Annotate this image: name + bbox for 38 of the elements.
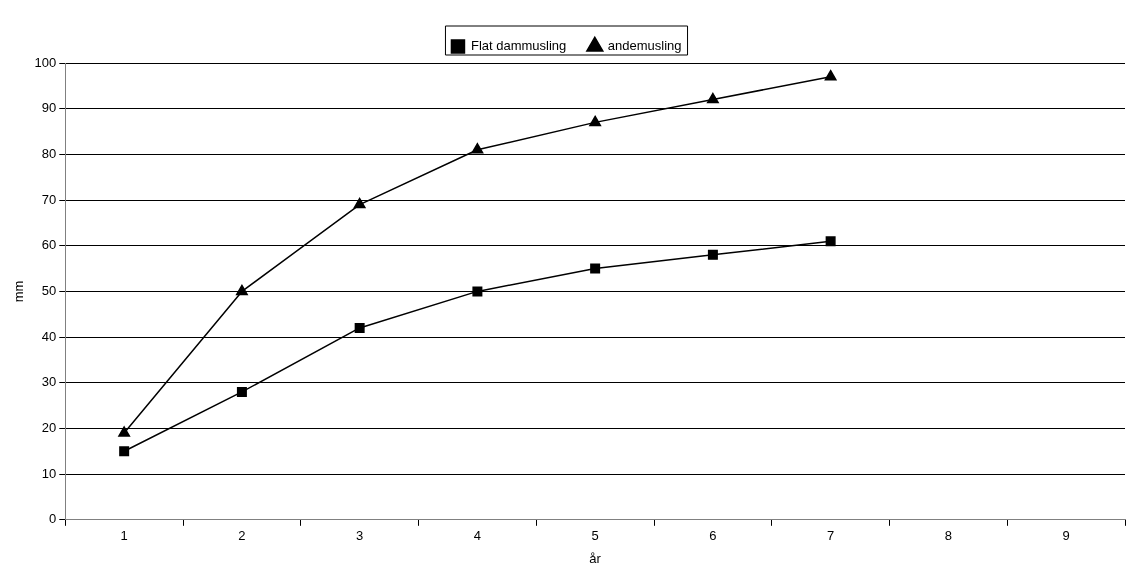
point bbox=[354, 322, 365, 333]
legend-label: Flat dammusling bbox=[470, 38, 567, 54]
y-tick-label: 20 bbox=[41, 420, 57, 436]
point bbox=[707, 249, 718, 260]
y-axis-title: mm bbox=[11, 280, 27, 303]
point bbox=[590, 263, 601, 274]
y-tick-label: 80 bbox=[41, 145, 57, 161]
point bbox=[235, 284, 248, 296]
x-tick-label: 4 bbox=[473, 528, 482, 544]
y-tick-label: 10 bbox=[41, 465, 57, 481]
point bbox=[353, 197, 366, 209]
y-tick-label: 30 bbox=[41, 374, 57, 390]
y-tick-label: 90 bbox=[41, 100, 57, 116]
point bbox=[825, 236, 836, 247]
y-tick-label: 100 bbox=[34, 54, 57, 70]
point bbox=[706, 92, 719, 104]
x-tick-label: 2 bbox=[238, 528, 246, 544]
y-tick-label: 50 bbox=[41, 282, 57, 298]
x-tick-label: 8 bbox=[944, 528, 952, 544]
x-tick-label: 7 bbox=[827, 528, 835, 544]
x-axis-title: år bbox=[589, 550, 602, 566]
point bbox=[472, 286, 483, 297]
point bbox=[589, 115, 602, 127]
point bbox=[824, 69, 837, 81]
x-tick-label: 3 bbox=[356, 528, 364, 544]
y-tick-label: 60 bbox=[41, 237, 57, 253]
x-tick-label: 9 bbox=[1062, 528, 1070, 544]
y-tick-label: 70 bbox=[41, 191, 57, 207]
point bbox=[236, 386, 247, 397]
point bbox=[118, 426, 131, 437]
x-tick-label: 5 bbox=[591, 528, 599, 544]
x-tick-label: 1 bbox=[120, 528, 128, 544]
y-tick-label: 40 bbox=[41, 328, 57, 344]
legend-label: andemusling bbox=[607, 38, 682, 54]
point bbox=[119, 446, 130, 457]
point bbox=[471, 143, 484, 154]
y-tick-label: 0 bbox=[49, 511, 57, 527]
x-tick-label: 6 bbox=[709, 528, 717, 544]
